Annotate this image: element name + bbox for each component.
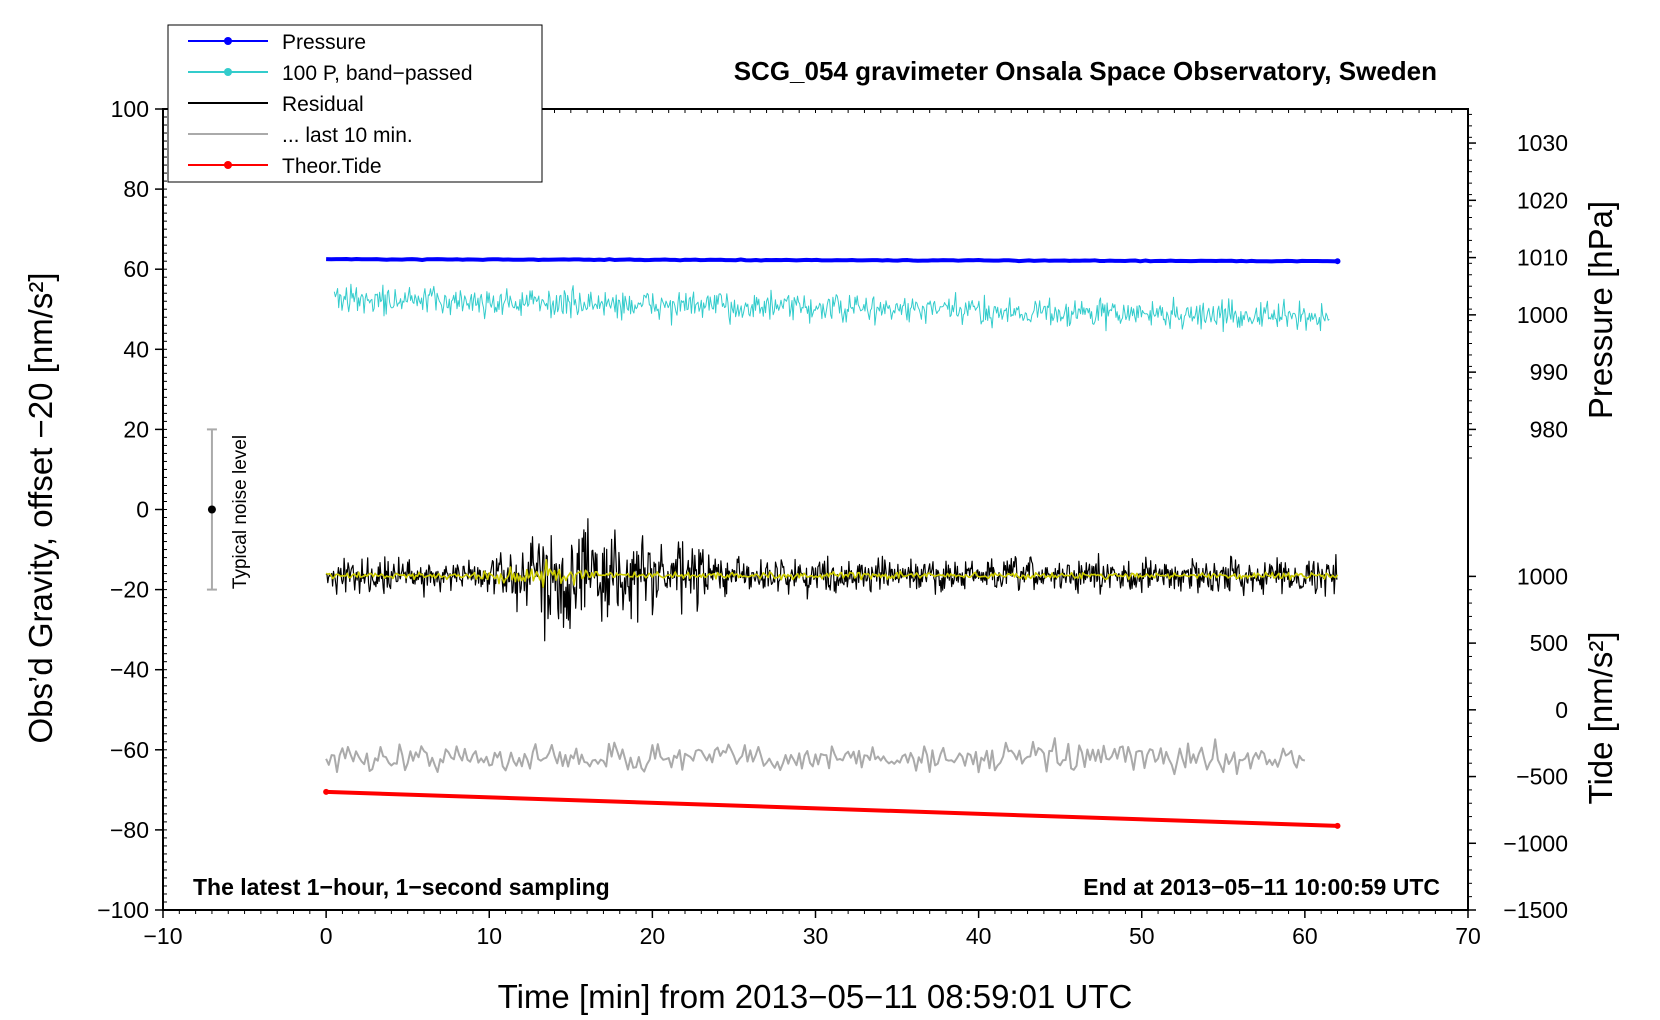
x-tick-label: 30 (803, 923, 829, 949)
series-pressure (326, 256, 1338, 264)
tide-tick-label: −1500 (1503, 897, 1568, 923)
x-tick-label: 0 (320, 923, 333, 949)
pressure-tick-label: 1030 (1517, 130, 1568, 156)
y-tick-label: 40 (123, 336, 149, 362)
series-filtered-residual (325, 558, 1339, 588)
series-last-10-min (325, 737, 1306, 776)
axes-layer: −10 0 10 20 30 40 50 60 70100806040200−20−40−60−… (97, 96, 1568, 949)
tide-endpoint (1334, 822, 1341, 829)
pressure-tick-label: 1020 (1517, 187, 1568, 213)
y-tick-label: −60 (110, 737, 149, 763)
legend-label: ... last 10 min. (282, 124, 413, 147)
x-tick-label: 40 (966, 923, 992, 949)
pressure-tick-label: 1000 (1517, 302, 1568, 328)
tide-tick-label: −500 (1516, 764, 1568, 790)
legend-marker (224, 37, 232, 45)
legend-label: 100 P, band−passed (282, 62, 473, 85)
y-tick-label: −40 (110, 657, 149, 683)
tide-axis-title: Tide [nm/s²] (1582, 632, 1619, 805)
y-tick-label: 80 (123, 176, 149, 202)
tide-tick-label: 500 (1530, 630, 1568, 656)
tide-tick-label: 0 (1555, 697, 1568, 723)
tide-tick-label: −1000 (1503, 830, 1568, 856)
tide-tick-label: 1000 (1517, 563, 1568, 589)
x-tick-label: 70 (1455, 923, 1481, 949)
end-time-note: End at 2013−05−11 10:00:59 UTC (1083, 874, 1440, 900)
data-layer (323, 256, 1341, 829)
y-tick-label: 60 (123, 256, 149, 282)
pressure-tick-label: 1010 (1517, 245, 1568, 271)
series-residual (325, 518, 1338, 642)
tide-endpoint (323, 788, 330, 795)
y-axis-title: Obs’d Gravity, offset −20 [nm/s²] (22, 272, 59, 743)
legend-label: Theor.Tide (282, 155, 382, 178)
sampling-note: The latest 1−hour, 1−second sampling (193, 874, 610, 900)
series-bandpassed-pressure (333, 283, 1330, 333)
x-tick-label: 50 (1129, 923, 1155, 949)
legend-marker (224, 68, 232, 76)
y-tick-label: −100 (97, 897, 149, 923)
y-tick-label: 20 (123, 416, 149, 442)
y-tick-label: 100 (111, 96, 149, 122)
noise-label: Typical noise level (230, 435, 251, 589)
noise-bar-dot (207, 505, 216, 514)
y-tick-label: −80 (110, 817, 149, 843)
pressure-tick-label: 980 (1530, 416, 1568, 442)
legend: Pressure 100 P, band−passed Residual ... la… (167, 24, 543, 183)
pressure-axis-title: Pressure [hPa] (1582, 201, 1619, 419)
legend-label: Residual (282, 93, 364, 116)
x-tick-label: 60 (1292, 923, 1318, 949)
series-theoretical-tide (326, 789, 1338, 828)
legend-marker (224, 161, 232, 169)
y-tick-label: 0 (136, 497, 149, 523)
legend-label: Pressure (282, 31, 366, 54)
noise-indicator: Typical noise level (206, 428, 251, 591)
x-axis-title: Time [min] from 2013−05−11 08:59:01 UTC (498, 978, 1133, 1015)
y-tick-label: −20 (110, 577, 149, 603)
x-tick-label: −10 (143, 923, 182, 949)
chart-title: SCG_054 gravimeter Onsala Space Observat… (734, 56, 1437, 86)
plot-frame (162, 108, 1469, 911)
pressure-endpoint (1334, 258, 1341, 265)
x-tick-label: 10 (476, 923, 502, 949)
x-tick-label: 20 (640, 923, 666, 949)
pressure-tick-label: 990 (1530, 359, 1568, 385)
